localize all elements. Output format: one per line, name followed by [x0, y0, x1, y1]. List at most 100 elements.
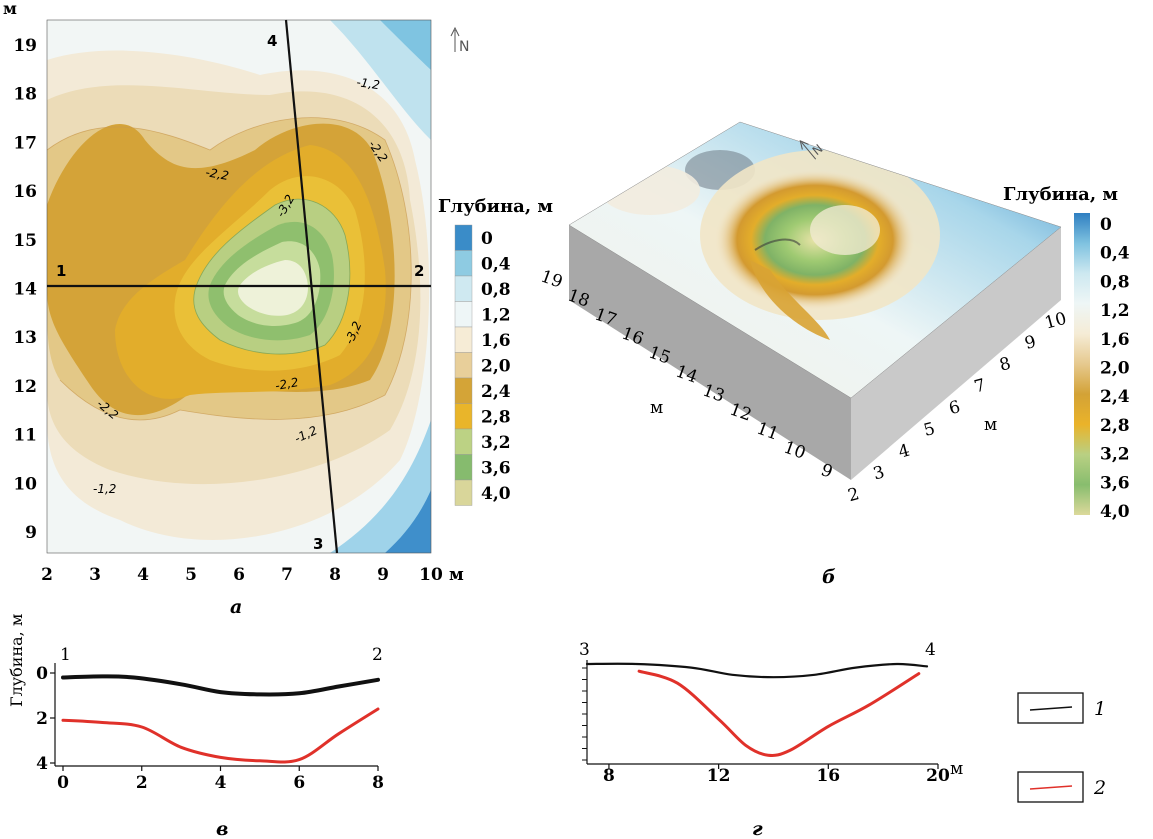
- legend-swatch: [454, 352, 473, 379]
- caption-a: а: [230, 596, 242, 618]
- legend-swatch: [454, 275, 473, 302]
- contour-label: -2,2: [274, 375, 299, 393]
- legend-swatch: [454, 428, 473, 455]
- map-y-tick: 11: [13, 426, 37, 446]
- legend-level: 3,6: [1100, 473, 1130, 493]
- legend-level: 1,6: [1100, 330, 1130, 350]
- profile-point-1: 1: [60, 645, 71, 665]
- map-x-tick: 9: [377, 565, 389, 585]
- map-y-tick: 10: [13, 474, 37, 494]
- profile-x-unit: м: [950, 759, 963, 779]
- x-tick-label: 16: [816, 766, 840, 786]
- key-line-1: [1029, 706, 1073, 711]
- map-y-tick: 17: [13, 133, 37, 153]
- x-tick-label: 12: [707, 766, 731, 786]
- x-tick-label: 20: [926, 766, 950, 786]
- legend-level: 4,0: [481, 484, 511, 504]
- legend-level: 0,4: [481, 254, 511, 274]
- legend-level: 3,2: [1100, 445, 1130, 465]
- legend-level: 0,8: [481, 280, 511, 300]
- profile-point-2: 2: [414, 262, 424, 280]
- north-label: N: [459, 39, 469, 55]
- legend-level: 1,2: [1100, 301, 1130, 321]
- map-x-tick: 10: [419, 565, 443, 585]
- contour-label: -1,2: [356, 75, 381, 92]
- contour-label: -2,2: [204, 165, 229, 183]
- x-tick-label: 6: [293, 773, 305, 793]
- caption-g: г: [752, 818, 763, 839]
- legend-level: 2,4: [481, 382, 511, 402]
- block-right-tick: 5: [922, 419, 938, 441]
- north-arrow-icon: N: [450, 26, 469, 55]
- block-right-tick: 8: [997, 354, 1013, 376]
- map-x-tick: 8: [329, 565, 341, 585]
- block-left-tick: 9: [818, 460, 835, 482]
- profile-point-2: 2: [372, 645, 383, 665]
- legend-level: 1,2: [481, 305, 511, 325]
- legend-level: 2,0: [481, 356, 511, 376]
- map-y-tick: 19: [13, 36, 37, 56]
- series-line-1: [61, 674, 380, 697]
- block-right-tick: 6: [947, 397, 963, 419]
- map-x-axis: 2 3 4 5 6 7 8 9 10: [41, 565, 443, 585]
- block-top-surface: [569, 122, 1061, 398]
- x-tick-label: 0: [57, 773, 69, 793]
- block-side-right: [851, 227, 1061, 480]
- block-right-tick: 4: [896, 441, 912, 463]
- block-right-unit: м: [984, 415, 997, 435]
- key-label-1: 1: [1094, 698, 1106, 720]
- legend-swatch: [454, 326, 473, 353]
- map-x-tick: 5: [185, 565, 197, 585]
- y-tick-label: 2: [36, 709, 48, 729]
- map-x-tick: 4: [137, 565, 149, 585]
- block-left-tick: 19: [538, 267, 565, 293]
- y-tick-label: 4: [36, 754, 48, 774]
- block-right-tick: 10: [1043, 309, 1069, 334]
- map-x-unit: м: [449, 565, 464, 585]
- map-y-tick: 18: [13, 85, 37, 105]
- legend-level: 2,8: [481, 407, 511, 427]
- key-label-2: 2: [1093, 777, 1106, 799]
- block-right-tick: 2: [846, 484, 862, 506]
- block-right-tick: 7: [972, 375, 988, 397]
- contour-label: -1,2: [93, 482, 116, 496]
- legend-level: 2,0: [1100, 359, 1130, 379]
- caption-b: б: [822, 566, 836, 588]
- legend-title: Глубина, м: [1003, 184, 1118, 205]
- series-line-2: [637, 669, 921, 757]
- line-key: 1 2: [1017, 692, 1106, 803]
- profile-y-label: Глубина, м: [7, 614, 26, 707]
- profile-chart-g: 3 4 м г 8 12 16 20: [579, 640, 963, 839]
- legend-swatch: [454, 301, 473, 328]
- colorbar: [1074, 213, 1090, 515]
- x-tick-label: 8: [603, 766, 615, 786]
- legend-level: 0,4: [1100, 244, 1130, 264]
- map-y-tick: 16: [13, 182, 37, 202]
- contour-map: -1,2 -2,2 -3,2 -2,2 -3,2 -2,2 -2,2 -1,2 …: [3, 0, 469, 618]
- legend-level: 1,6: [481, 331, 511, 351]
- legend-swatch: [454, 224, 473, 251]
- map-y-unit: м: [3, 0, 17, 18]
- key-box-1: [1017, 692, 1084, 724]
- legend-level: 2,8: [1100, 416, 1130, 436]
- legend-swatch: [454, 403, 473, 430]
- block-left-unit: м: [650, 398, 663, 418]
- map-y-tick: 9: [25, 523, 37, 543]
- legend-level: 0: [1100, 215, 1112, 235]
- key-line-2: [1029, 785, 1073, 790]
- legend-title: Глубина, м: [438, 196, 553, 217]
- legend-level: 3,2: [481, 433, 511, 453]
- legend-swatch: [454, 377, 473, 404]
- map-y-tick: 14: [13, 280, 37, 300]
- legend-swatch: [454, 454, 473, 481]
- profile-point-3: 3: [579, 640, 590, 660]
- y-tick-label: 0: [36, 664, 48, 684]
- profile-point-3: 3: [313, 535, 323, 553]
- legend-block: Глубина, м 0 0,4 0,8 1,2 1,6 2,0 2,4 2,8 3,2 3,6 4…: [1003, 184, 1130, 522]
- legend-level: 0: [481, 229, 493, 249]
- key-box-2: [1017, 771, 1084, 803]
- block-right-tick: 3: [871, 462, 887, 484]
